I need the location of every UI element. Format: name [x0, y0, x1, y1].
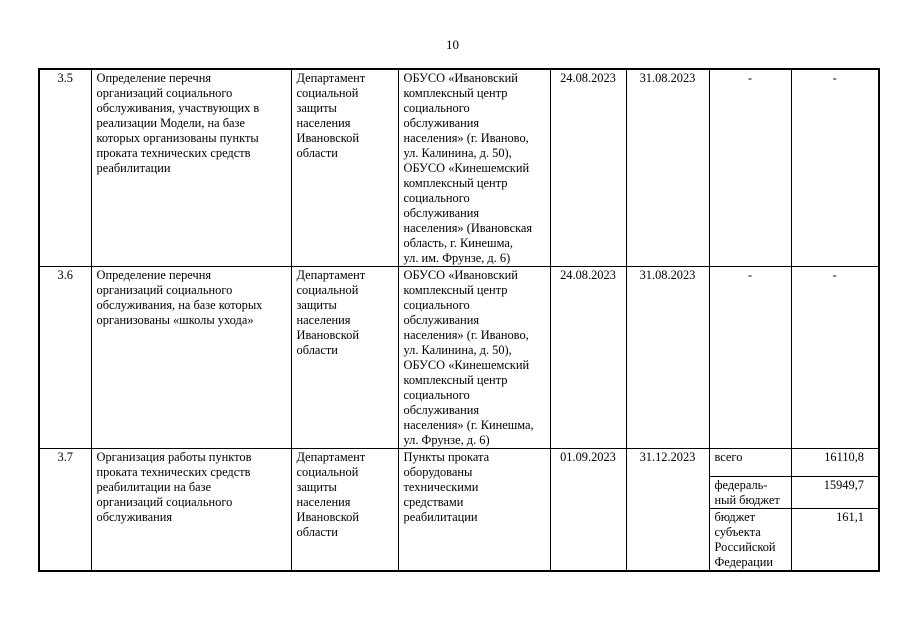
row-number: 3.6	[38, 266, 92, 449]
start-date: 24.08.2023	[549, 266, 627, 449]
task-cell: Организация работы пунктов проката техни…	[90, 448, 292, 572]
end-date: 31.08.2023	[625, 266, 710, 449]
table-row: 3.6 Определение перечня организаций соци…	[38, 266, 880, 449]
end-date: 31.08.2023	[625, 68, 710, 267]
result-cell: ОБУСО «Ивановский комплексный центр соци…	[397, 266, 551, 449]
task-cell: Определение перечня организаций социальн…	[90, 68, 292, 267]
funding-amount: -	[790, 266, 880, 449]
responsible-cell: Департамент социальной защиты населения …	[290, 448, 399, 572]
responsible-cell: Департамент социальной защиты населения …	[290, 266, 399, 449]
funding-amount: 16110,8	[790, 448, 880, 477]
funding-amount: 161,1	[790, 508, 880, 572]
page-number: 10	[446, 37, 459, 52]
plan-table: 3.5 Определение перечня организаций соци…	[38, 68, 880, 572]
start-date: 01.09.2023	[549, 448, 627, 572]
table-row: 3.7 Организация работы пунктов проката т…	[38, 448, 880, 572]
row-number: 3.7	[38, 448, 92, 572]
row-number: 3.5	[38, 68, 92, 267]
table-row: 3.5 Определение перечня организаций соци…	[38, 68, 880, 267]
task-cell: Определение перечня организаций социальн…	[90, 266, 292, 449]
start-date: 24.08.2023	[549, 68, 627, 267]
funding-amount: 15949,7	[790, 476, 880, 509]
funding-source: бюджет субъекта Российской Федерации	[708, 508, 792, 572]
end-date: 31.12.2023	[625, 448, 710, 572]
result-cell: ОБУСО «Ивановский комплексный центр соци…	[397, 68, 551, 267]
table-subrow: бюджет субъекта Российской Федерации 161…	[39, 508, 880, 572]
responsible-cell: Департамент социальной защиты населения …	[290, 68, 399, 267]
funding-source: -	[708, 266, 792, 449]
funding-source: всего	[708, 448, 792, 477]
funding-source: федераль- ный бюджет	[708, 476, 792, 509]
table-subrow: федераль- ный бюджет 15949,7	[39, 476, 880, 509]
result-cell: Пункты проката оборудованы техническими …	[397, 448, 551, 572]
funding-source: -	[708, 68, 792, 267]
funding-amount: -	[790, 68, 880, 267]
